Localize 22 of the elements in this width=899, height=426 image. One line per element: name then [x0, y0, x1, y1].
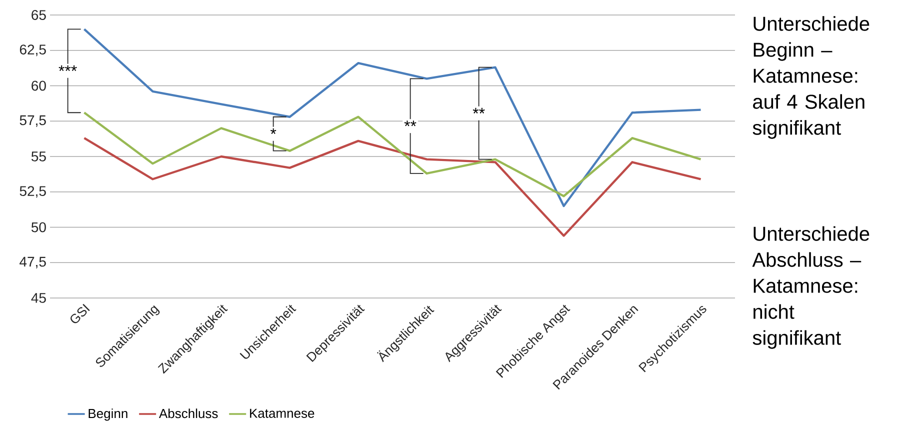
line-series [83, 112, 702, 198]
x-tick-label: GSI [70, 304, 90, 324]
y-tick-label: 65 [32, 10, 46, 20]
text: Unterschiede Beginn – Katamnese: auf 4 Skalen signifikant [752, 16, 870, 139]
y-tick-label: 45 [31, 293, 46, 303]
text: Unterschiede Abschluss – Katamnese: nicht signifikant [752, 226, 870, 349]
y-tick-label: 57,5 [20, 115, 46, 127]
annotation: ** [472, 108, 485, 114]
y-tick-label: 47,5 [20, 256, 46, 268]
annotation: ** [404, 120, 416, 126]
y-tick-label: 55 [31, 152, 46, 162]
legend-label: Katamnese [250, 408, 314, 418]
annotation: * [270, 128, 276, 134]
y-tick-label: 52,5 [20, 186, 46, 198]
y-tick-label: 50 [31, 222, 46, 232]
line-series [83, 137, 702, 237]
line-series [83, 28, 702, 208]
legend-label: Abschluss [158, 408, 218, 418]
y-tick-label: 60 [32, 80, 46, 91]
legend-label: Beginn [88, 408, 128, 421]
y-tick-label: 62,5 [20, 44, 46, 56]
annotation: *** [58, 65, 77, 72]
